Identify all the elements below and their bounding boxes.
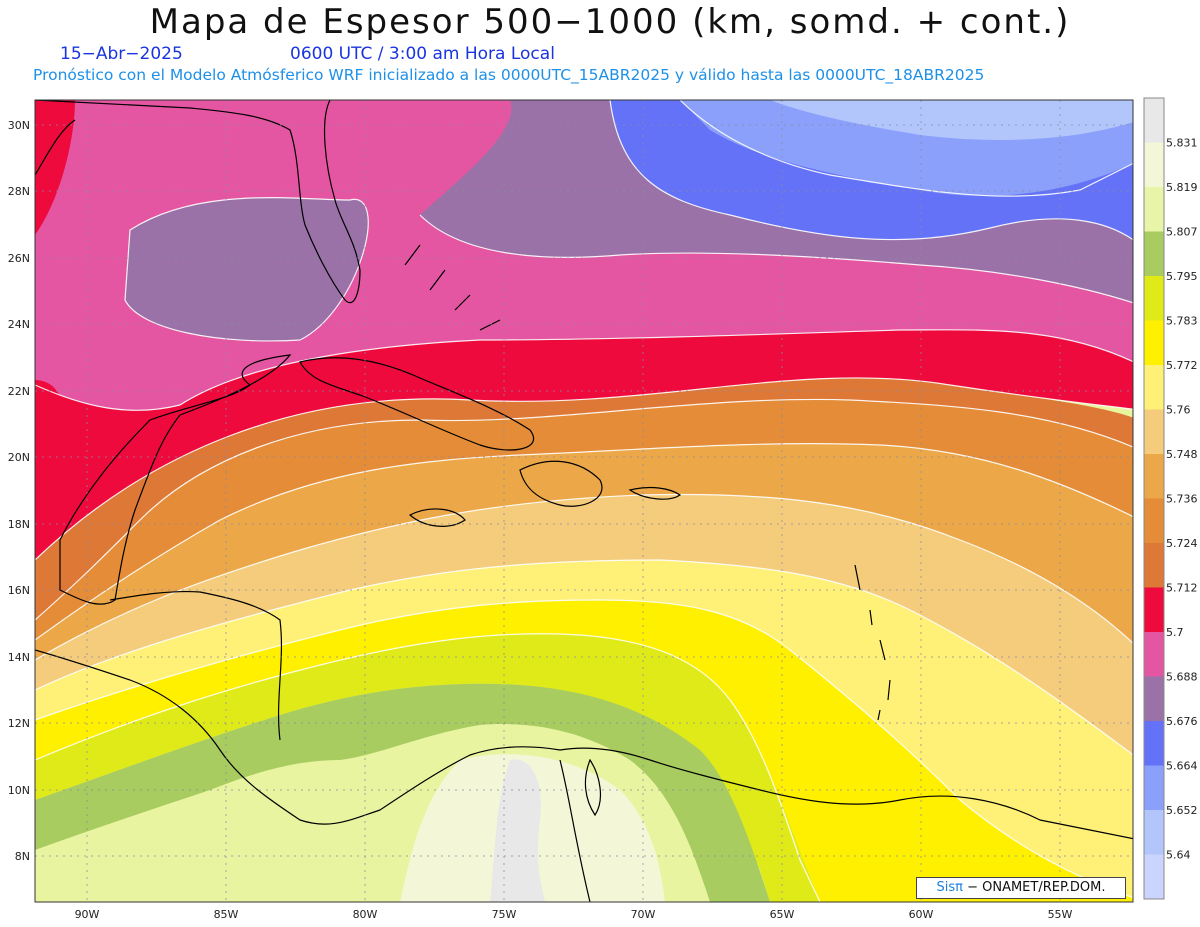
puerto-rico bbox=[628, 486, 682, 500]
colorbar-label: 5.807 bbox=[1166, 226, 1198, 239]
lon-label: 65W bbox=[770, 908, 795, 921]
gulf-coast bbox=[35, 100, 191, 176]
colorbar-label: 5.76 bbox=[1166, 404, 1191, 417]
credit-brand: Sisπ bbox=[936, 880, 963, 895]
lat-label: 22N bbox=[8, 385, 30, 398]
band-5640 bbox=[770, 100, 1133, 140]
lon-label: 90W bbox=[75, 908, 100, 921]
colorbar-swatch bbox=[1144, 365, 1164, 410]
central-america bbox=[35, 649, 1133, 840]
colorbar-swatch bbox=[1144, 320, 1164, 365]
colorbar-label: 5.724 bbox=[1166, 537, 1198, 550]
colorbar-swatch bbox=[1144, 142, 1164, 187]
colorbar-swatch bbox=[1144, 632, 1164, 677]
colorbar-swatch bbox=[1144, 810, 1164, 855]
jamaica bbox=[408, 508, 466, 527]
band-5724 bbox=[35, 399, 1133, 640]
forecast-date: 15−Abr−2025 bbox=[60, 44, 183, 64]
colorbar-label: 5.795 bbox=[1166, 270, 1198, 283]
band-5819 bbox=[490, 759, 545, 902]
lat-label: 18N bbox=[8, 518, 30, 531]
band-5700-spot bbox=[35, 100, 75, 235]
lat-label: 8N bbox=[15, 850, 30, 863]
band-5795 bbox=[35, 683, 770, 902]
colorbar-label: 5.748 bbox=[1166, 448, 1198, 461]
lat-label: 16N bbox=[8, 584, 30, 597]
colorbar-swatch bbox=[1144, 854, 1164, 899]
colorbar-swatch bbox=[1144, 676, 1164, 721]
lake-maracaibo bbox=[584, 758, 602, 817]
coastlines bbox=[35, 100, 1133, 902]
colorbar-swatch bbox=[1144, 276, 1164, 321]
bahamas bbox=[404, 244, 501, 331]
band-5783 bbox=[35, 633, 820, 902]
lon-label: 60W bbox=[909, 908, 934, 921]
colorbar-swatch bbox=[1144, 98, 1164, 143]
colombia-border bbox=[559, 759, 591, 902]
lon-label: 75W bbox=[492, 908, 517, 921]
colorbar-swatch bbox=[1144, 721, 1164, 766]
contour-lines bbox=[35, 100, 1133, 902]
lat-label: 14N bbox=[8, 651, 30, 664]
lon-labels: 90W 85W 80W 75W 70W 65W 60W 55W bbox=[75, 908, 1073, 921]
band-5712 bbox=[35, 377, 1133, 620]
band-5772 bbox=[35, 600, 1133, 902]
lat-label: 12N bbox=[8, 717, 30, 730]
colorbar-label: 5.783 bbox=[1166, 315, 1198, 328]
band-5748 bbox=[35, 494, 1133, 755]
lon-label: 70W bbox=[631, 908, 656, 921]
colorbar-label: 5.819 bbox=[1166, 181, 1198, 194]
colorbar-label: 5.831 bbox=[1166, 137, 1198, 150]
model-info: Pronóstico con el Modelo Atmósferico WRF… bbox=[33, 66, 985, 84]
credit-org: − ONAMET/REP.DOM. bbox=[962, 880, 1106, 895]
colorbar-swatch bbox=[1144, 543, 1164, 588]
yucatan bbox=[59, 354, 292, 605]
band-5712-spot bbox=[35, 380, 64, 480]
forecast-time: 0600 UTC / 3:00 am Hora Local bbox=[290, 44, 555, 64]
colorbar-label: 5.652 bbox=[1166, 804, 1198, 817]
colorbar-swatch bbox=[1144, 187, 1164, 232]
colorbar-label: 5.676 bbox=[1166, 715, 1198, 728]
credit-box: Sisπ − ONAMET/REP.DOM. bbox=[916, 877, 1126, 899]
graticule bbox=[35, 100, 1133, 902]
lat-label: 24N bbox=[8, 318, 30, 331]
colorbar-swatch bbox=[1144, 498, 1164, 543]
colorbar-swatch bbox=[1144, 231, 1164, 276]
lat-label: 30N bbox=[8, 119, 30, 132]
contour-fills bbox=[35, 100, 1133, 902]
colorbar-label: 5.64 bbox=[1166, 849, 1191, 862]
plot-frame bbox=[34, 99, 1134, 903]
lat-label: 26N bbox=[8, 252, 30, 265]
lat-label: 28N bbox=[8, 185, 30, 198]
band-5736 bbox=[35, 443, 1133, 660]
colorbar-swatch bbox=[1144, 454, 1164, 499]
colorbar-label: 5.772 bbox=[1166, 359, 1198, 372]
honduras-coast bbox=[109, 590, 283, 741]
colorbar-label: 5.7 bbox=[1166, 626, 1184, 639]
colorbar-label: 5.688 bbox=[1166, 671, 1198, 684]
cuba bbox=[299, 357, 535, 451]
band-5676-west bbox=[125, 197, 369, 341]
colorbar: 5.831 5.819 5.807 5.795 5.783 5.772 5.76 5.748 5… bbox=[1143, 97, 1198, 900]
colorbar-swatch bbox=[1144, 409, 1164, 454]
hispaniola bbox=[519, 460, 603, 507]
band-5760 bbox=[35, 560, 1133, 898]
colorbar-swatch bbox=[1144, 587, 1164, 632]
lat-label: 10N bbox=[8, 784, 30, 797]
colorbar-label: 5.712 bbox=[1166, 582, 1198, 595]
lat-label: 20N bbox=[8, 451, 30, 464]
colorbar-label: 5.736 bbox=[1166, 493, 1198, 506]
lon-label: 85W bbox=[214, 908, 239, 921]
colorbar-swatch bbox=[1144, 765, 1164, 810]
colorbar-frame bbox=[1143, 97, 1165, 900]
lon-label: 55W bbox=[1048, 908, 1073, 921]
lon-label: 80W bbox=[353, 908, 378, 921]
colorbar-label: 5.664 bbox=[1166, 760, 1198, 773]
lat-labels: 30N 28N 26N 24N 22N 20N 18N 16N 14N 12N … bbox=[8, 119, 30, 863]
map-title: Mapa de Espesor 500−1000 (km, somd. + co… bbox=[149, 2, 1071, 42]
lesser-antilles bbox=[854, 564, 891, 721]
florida bbox=[189, 100, 361, 304]
